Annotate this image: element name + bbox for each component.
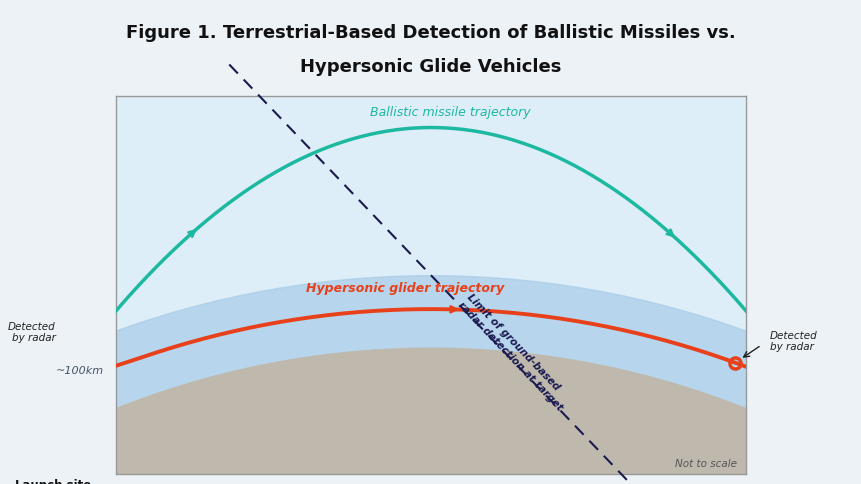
- Text: Launch site: Launch site: [15, 478, 91, 484]
- Text: Hypersonic Glide Vehicles: Hypersonic Glide Vehicles: [300, 58, 561, 76]
- Circle shape: [0, 276, 861, 484]
- Text: Figure 1. Terrestrial-Based Detection of Ballistic Missiles vs.: Figure 1. Terrestrial-Based Detection of…: [126, 24, 735, 42]
- Text: Hypersonic glider trajectory: Hypersonic glider trajectory: [306, 282, 504, 295]
- Text: Detected
by radar: Detected by radar: [8, 321, 56, 343]
- Text: ~100km: ~100km: [55, 365, 103, 376]
- Circle shape: [0, 348, 861, 484]
- Text: Not to scale: Not to scale: [674, 458, 736, 468]
- Text: Ballistic missile trajectory: Ballistic missile trajectory: [369, 106, 530, 119]
- Text: Limit of ground-based
radar detection at target: Limit of ground-based radar detection at…: [455, 292, 573, 412]
- Text: Detected
by radar: Detected by radar: [769, 330, 816, 352]
